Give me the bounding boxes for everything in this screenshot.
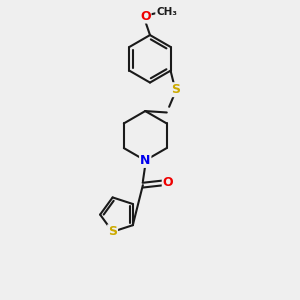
Text: O: O bbox=[140, 10, 151, 22]
Text: S: S bbox=[171, 83, 180, 96]
Text: O: O bbox=[163, 176, 173, 189]
Text: CH₃: CH₃ bbox=[156, 7, 177, 17]
Text: N: N bbox=[140, 154, 150, 167]
Text: S: S bbox=[108, 225, 117, 238]
